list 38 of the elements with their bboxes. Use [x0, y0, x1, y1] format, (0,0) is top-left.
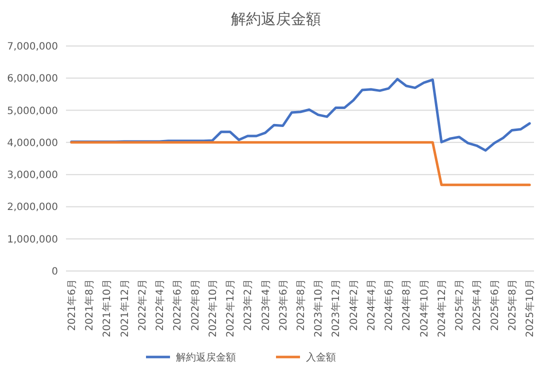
- x-tick-label: 2025年10月: [524, 279, 536, 338]
- x-tick-label: 2025年6月: [488, 279, 501, 331]
- x-tick-label: 2023年4月: [260, 279, 272, 331]
- x-tick-label: 2023年12月: [330, 279, 342, 338]
- y-tick-label: 6,000,000: [7, 74, 58, 85]
- x-tick-label: 2024年8月: [400, 279, 413, 331]
- x-tick-label: 2022年4月: [154, 279, 166, 331]
- y-tick-label: 0: [52, 266, 58, 278]
- x-tick-label: 2022年2月: [136, 279, 148, 331]
- legend-label: 解約返戻金額: [176, 352, 236, 364]
- x-tick-label: 2024年10月: [418, 279, 430, 338]
- x-tick-label: 2024年4月: [365, 279, 378, 331]
- y-tick-label: 4,000,000: [7, 138, 58, 149]
- x-tick-label: 2022年6月: [172, 279, 184, 331]
- x-tick-label: 2022年8月: [189, 279, 202, 331]
- x-tick-label: 2025年8月: [506, 279, 518, 331]
- x-tick-label: 2021年12月: [118, 279, 131, 338]
- x-tick-label: 2023年2月: [242, 279, 254, 331]
- x-tick-label: 2023年6月: [277, 279, 290, 331]
- y-tick-label: 3,000,000: [7, 170, 58, 182]
- x-tick-label: 2025年4月: [471, 279, 484, 331]
- x-tick-label: 2023年10月: [312, 279, 325, 338]
- x-tick-label: 2022年10月: [206, 279, 219, 338]
- y-tick-label: 7,000,000: [7, 42, 58, 52]
- legend-label: 入金額: [306, 352, 336, 364]
- y-tick-label: 1,000,000: [7, 234, 58, 246]
- x-tick-label: 2022年12月: [224, 279, 237, 338]
- y-tick-label: 2,000,000: [7, 202, 58, 214]
- x-tick-label: 2024年2月: [348, 279, 360, 331]
- x-tick-label: 2023年8月: [295, 279, 307, 331]
- x-tick-label: 2024年12月: [436, 279, 448, 338]
- x-tick-label: 2025年2月: [454, 279, 466, 331]
- x-tick-label: 2021年8月: [84, 279, 96, 331]
- x-tick-label: 2024年6月: [383, 279, 396, 331]
- chart-title: 解約返戻金額: [231, 10, 321, 28]
- x-tick-label: 2021年6月: [66, 279, 78, 331]
- y-tick-label: 5,000,000: [7, 106, 58, 117]
- x-tick-label: 2021年10月: [101, 279, 114, 338]
